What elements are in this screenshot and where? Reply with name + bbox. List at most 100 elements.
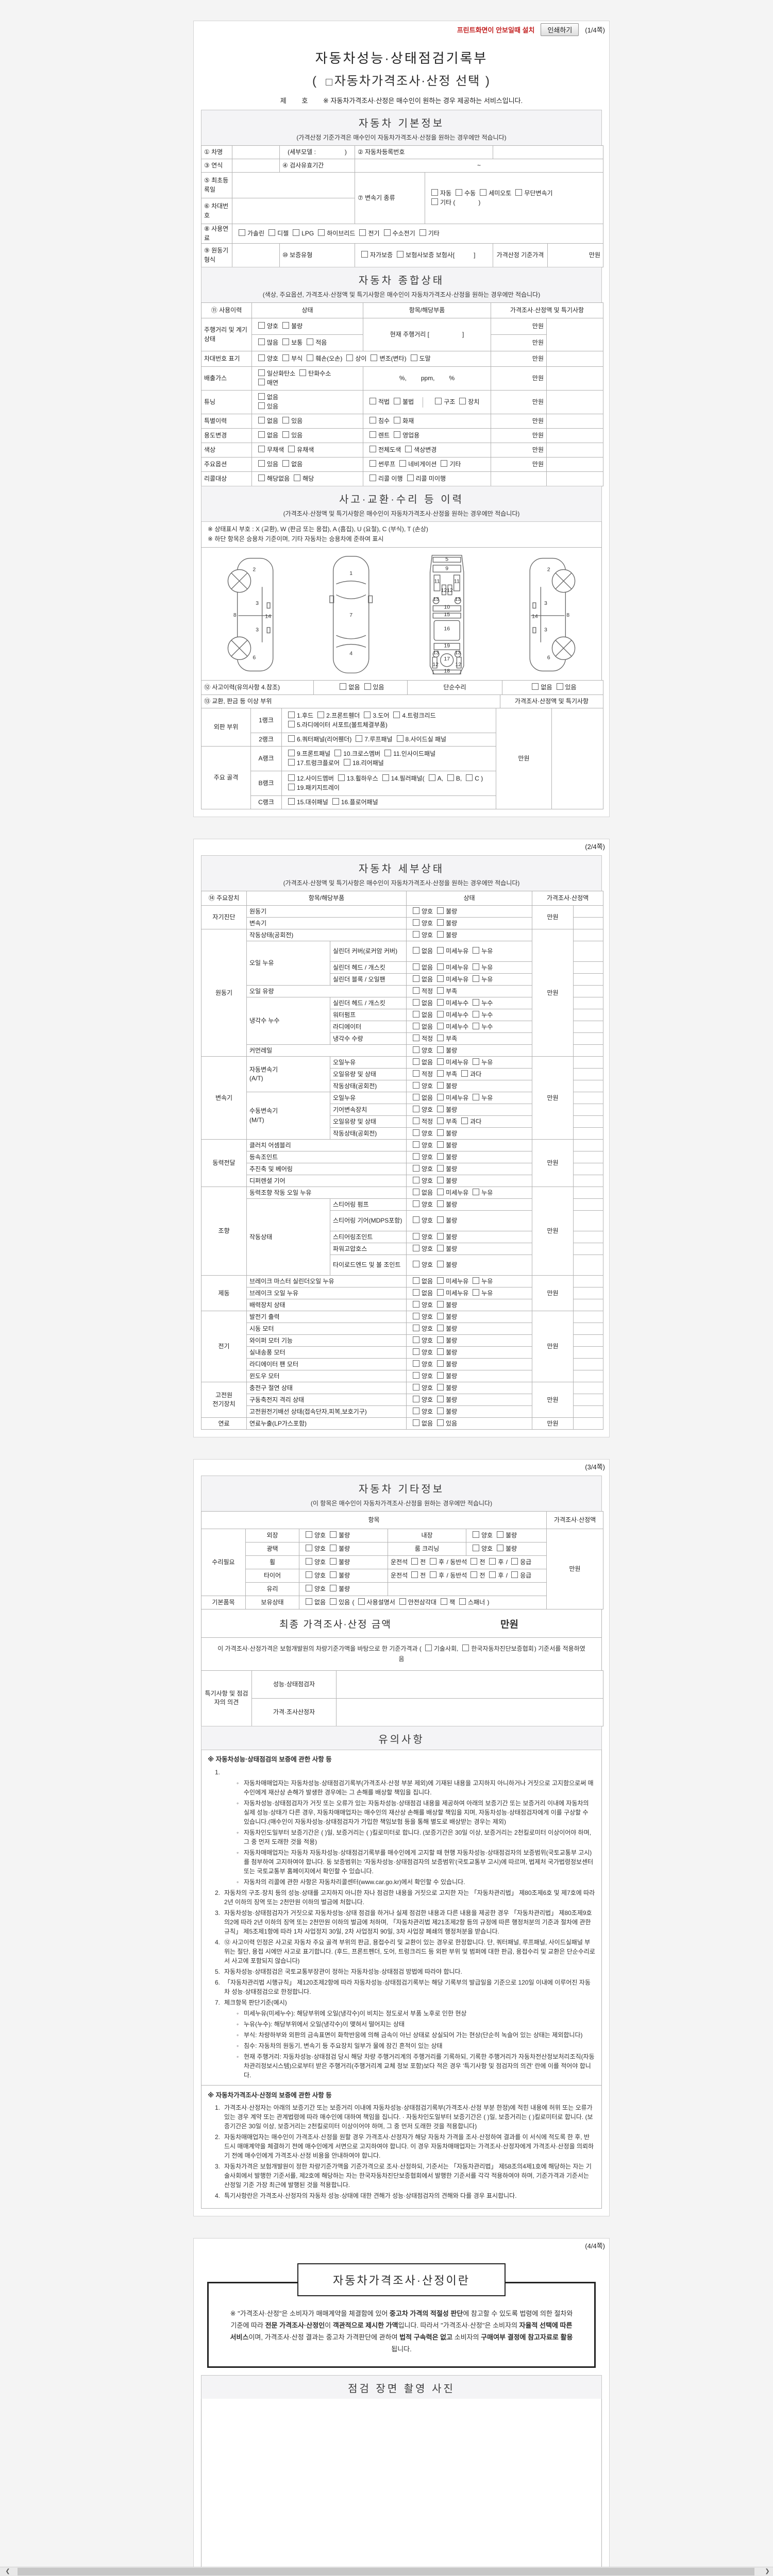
checkbox[interactable] [437,1419,444,1426]
checkbox[interactable] [430,1558,437,1565]
checkbox[interactable] [413,1216,420,1224]
checkbox[interactable] [437,1022,444,1029]
checkbox[interactable] [413,1081,420,1089]
checkbox[interactable] [413,1046,420,1053]
checkbox[interactable] [413,1395,420,1402]
checkbox[interactable] [413,907,420,914]
checkbox[interactable] [382,774,389,782]
checkbox[interactable] [413,987,420,994]
checkbox[interactable] [437,1081,444,1089]
checkbox[interactable] [437,1188,444,1195]
checkbox[interactable] [462,1645,469,1652]
checkbox[interactable] [473,975,480,982]
checkbox[interactable] [473,1010,480,1018]
checkbox[interactable] [511,1558,518,1565]
checkbox[interactable] [306,1558,312,1565]
checkbox[interactable] [397,250,404,258]
checkbox[interactable] [489,1558,496,1565]
checkbox[interactable] [364,711,371,719]
checkbox[interactable] [459,397,466,404]
checkbox[interactable] [394,431,401,438]
checkbox[interactable] [470,1558,478,1565]
checkbox[interactable] [399,460,407,467]
checkbox[interactable] [394,416,401,423]
checkbox[interactable] [306,1531,312,1538]
checkbox[interactable] [258,369,265,377]
checkbox[interactable] [330,1585,337,1592]
checkbox[interactable] [440,1598,447,1605]
checkbox[interactable] [437,975,444,982]
checkbox[interactable] [258,445,265,452]
checkbox[interactable] [371,354,378,361]
checkbox[interactable] [413,1070,420,1077]
checkbox[interactable] [413,947,420,954]
checkbox[interactable] [413,1277,420,1284]
checkbox[interactable] [288,758,295,766]
checkbox[interactable] [282,338,290,345]
checkbox[interactable] [413,1244,420,1251]
checkbox[interactable] [437,1371,444,1379]
checkbox[interactable] [364,683,371,690]
checkbox[interactable] [437,1010,444,1018]
checkbox[interactable] [473,1277,480,1284]
checkbox[interactable] [425,1645,432,1652]
checkbox[interactable] [325,79,332,86]
checkbox[interactable] [318,229,325,236]
checkbox[interactable] [447,774,454,782]
checkbox[interactable] [258,393,265,400]
checkbox[interactable] [419,229,426,236]
checkbox[interactable] [399,1598,406,1605]
checkbox[interactable] [288,774,295,782]
checkbox[interactable] [359,229,366,236]
checkbox[interactable] [437,1200,444,1207]
checkbox[interactable] [473,1545,479,1552]
checkbox[interactable] [437,1395,444,1402]
checkbox[interactable] [437,963,444,970]
checkbox[interactable] [437,1232,444,1240]
checkbox[interactable] [437,1261,444,1268]
checkbox[interactable] [413,1261,420,1268]
checkbox[interactable] [437,1046,444,1053]
checkbox[interactable] [437,1164,444,1172]
checkbox[interactable] [489,1571,496,1579]
checkbox[interactable] [413,1010,420,1018]
checkbox[interactable] [437,1105,444,1112]
checkbox[interactable] [413,1348,420,1355]
checkbox[interactable] [413,1360,420,1367]
checkbox[interactable] [258,402,265,409]
scroll-right-icon[interactable]: ❯ [765,2568,770,2574]
checkbox[interactable] [437,1360,444,1367]
checkbox[interactable] [532,683,539,690]
checkbox[interactable] [459,1598,466,1605]
checkbox[interactable] [258,431,265,438]
checkbox[interactable] [307,354,314,361]
checkbox[interactable] [437,947,444,954]
checkbox[interactable] [369,445,376,452]
checkbox[interactable] [435,397,442,404]
checkbox[interactable] [437,1176,444,1183]
checkbox[interactable] [282,354,290,361]
checkbox[interactable] [282,460,290,467]
checkbox[interactable] [413,1022,420,1029]
checkbox[interactable] [413,1058,420,1065]
checkbox[interactable] [330,1558,337,1565]
checkbox[interactable] [480,189,487,196]
checkbox[interactable] [437,1070,444,1077]
checkbox[interactable] [288,798,295,805]
checkbox[interactable] [338,774,345,782]
checkbox[interactable] [437,998,444,1006]
checkbox[interactable] [384,750,392,757]
checkbox[interactable] [437,1348,444,1355]
checkbox[interactable] [413,930,420,938]
scroll-left-icon[interactable]: ❮ [5,2568,10,2574]
checkbox[interactable] [369,474,376,481]
checkbox[interactable] [473,947,480,954]
checkbox[interactable] [413,1300,420,1308]
checkbox[interactable] [334,750,342,757]
checkbox[interactable] [268,229,276,236]
checkbox[interactable] [413,1324,420,1331]
checkbox[interactable] [413,963,420,970]
checkbox[interactable] [437,1407,444,1414]
print-button[interactable]: 인쇄하기 [541,23,579,36]
checkbox[interactable] [288,445,295,452]
